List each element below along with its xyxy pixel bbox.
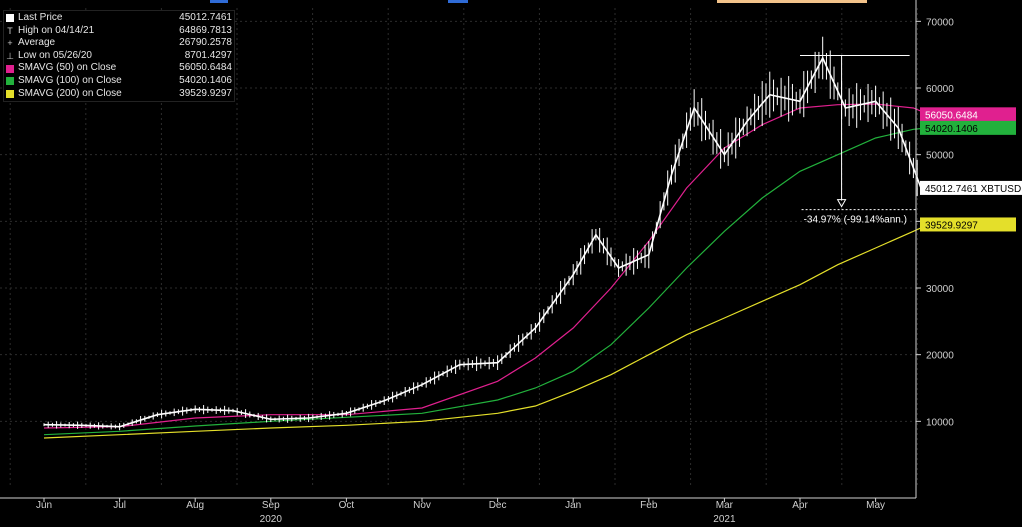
series-layer — [43, 36, 929, 439]
drawdown-label: -34.97% (-99.14%ann.) — [804, 215, 907, 226]
high-marker-icon: T — [7, 25, 13, 36]
x-tick-label: Jan — [565, 500, 581, 511]
legend-row-average[interactable]: + Average 26790.2578 — [6, 37, 232, 50]
top-marker-mid — [448, 0, 468, 3]
legend: Last Price 45012.7461 T High on 04/14/21… — [3, 10, 235, 103]
sma100-line — [43, 127, 929, 436]
y-axis: 10000200003000040000500006000070000 — [915, 0, 954, 498]
sma200-label-box — [920, 217, 1016, 232]
x-axis: Jun Jul Aug Sep Oct Nov Dec Jan Feb Mar Apr May 2020… — [0, 497, 916, 525]
legend-value: 54020.1406 — [179, 74, 232, 86]
last-label-text: 45012.7461 XBTUSD — [925, 184, 1021, 195]
sma200-swatch — [6, 89, 14, 98]
x-tick-label: Nov — [413, 500, 431, 511]
legend-label: Low on 05/26/20 — [18, 49, 92, 61]
y-tick-label: 60000 — [926, 84, 954, 95]
legend-value: 8701.4297 — [184, 49, 232, 61]
y-tick-label: 70000 — [926, 17, 954, 28]
legend-value: 26790.2578 — [179, 37, 232, 49]
y-tick-label: 10000 — [926, 417, 954, 428]
year-label: 2021 — [713, 514, 736, 525]
drawdown-annotation: -34.97% (-99.14%ann.) — [800, 55, 918, 226]
last-label-box — [920, 180, 1022, 195]
sma100-label-text: 54020.1406 — [925, 124, 978, 135]
legend-label: Average — [18, 37, 56, 49]
legend-value: 56050.6484 — [179, 62, 232, 74]
sma50-label-text: 56050.6484 — [925, 110, 978, 121]
x-tick-label: Feb — [640, 500, 658, 511]
top-marker-right — [717, 0, 867, 3]
sma200-line — [43, 223, 929, 439]
x-tick-label: Apr — [792, 500, 808, 511]
x-tick-label: Jul — [113, 500, 126, 511]
legend-row-sma200[interactable]: SMAVG (200) on Close 39529.9297 — [6, 88, 232, 101]
legend-label: Last Price — [18, 12, 63, 23]
drawdown-arrowhead — [836, 199, 847, 208]
x-tick-label: Aug — [186, 500, 204, 511]
x-tick-label: May — [866, 500, 885, 511]
legend-label: SMAVG (100) on Close — [18, 74, 122, 86]
average-marker-icon: + — [7, 38, 13, 49]
legend-row-sma50[interactable]: SMAVG (50) on Close 56050.6484 — [6, 62, 232, 75]
sma100-swatch — [6, 77, 14, 86]
low-marker-icon: ⊥ — [6, 50, 14, 61]
y-tick-label: 50000 — [926, 151, 954, 162]
legend-label: High on 04/14/21 — [18, 24, 95, 36]
legend-value: 45012.7461 — [179, 12, 232, 23]
sma50-label-box — [920, 107, 1016, 122]
sma50-line — [43, 103, 929, 429]
x-tick-label: Jun — [36, 500, 52, 511]
sma50-swatch — [6, 64, 14, 73]
legend-value: 64869.7813 — [179, 24, 232, 36]
x-tick-label: Oct — [339, 500, 355, 511]
year-label: 2020 — [260, 514, 283, 525]
legend-label: SMAVG (50) on Close — [18, 62, 117, 74]
legend-row-high[interactable]: T High on 04/14/21 64869.7813 — [6, 25, 232, 38]
legend-label: SMAVG (200) on Close — [18, 87, 122, 99]
x-tick-label: Dec — [489, 500, 507, 511]
top-marker-left — [210, 0, 228, 3]
legend-row-sma100[interactable]: SMAVG (100) on Close 54020.1406 — [6, 75, 232, 88]
x-tick-label: Sep — [262, 500, 280, 511]
y-tick-label: 20000 — [926, 351, 954, 362]
last-price-swatch — [6, 14, 14, 23]
x-tick-label: Mar — [716, 500, 734, 511]
y-tick-label: 30000 — [926, 284, 954, 295]
sma200-label-text: 39529.9297 — [925, 220, 978, 231]
legend-row-last-price[interactable]: Last Price 45012.7461 — [6, 12, 232, 25]
right-price-labels: 56050.6484 54020.1406 45012.7461 XBTUSD 395… — [920, 107, 1022, 232]
legend-row-low[interactable]: ⊥ Low on 05/26/20 8701.4297 — [6, 50, 232, 63]
legend-value: 39529.9297 — [179, 87, 232, 99]
sma100-label-box — [920, 120, 1016, 135]
